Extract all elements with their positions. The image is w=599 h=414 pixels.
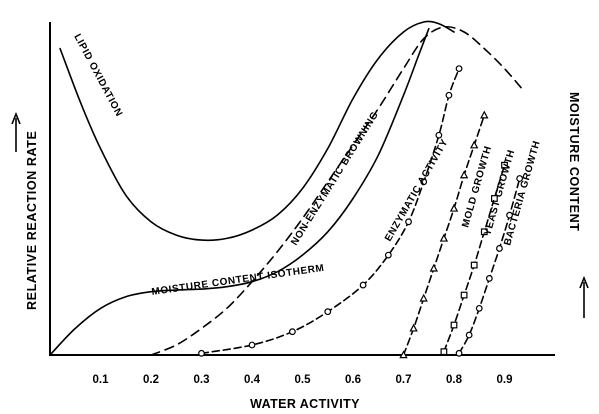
marker-yeast-growth (480, 228, 488, 236)
series-label-non-enzymatic-browning: NON-ENZYMATIC BROWNING (289, 110, 381, 248)
marker-yeast-growth (491, 195, 498, 202)
marker-enzymatic-activity (248, 341, 256, 349)
marker-enzymatic-activity (289, 328, 296, 336)
marker-yeast-growth (450, 321, 458, 329)
marker-mold-growth (470, 140, 479, 149)
marker-bacteria-growth (516, 175, 524, 182)
marker-mold-growth (459, 170, 469, 179)
marker-yeast-growth (501, 161, 508, 169)
y-axis-title-right: MOISTURE CONTENT (567, 92, 581, 231)
marker-enzymatic-activity (445, 91, 453, 99)
marker-yeast-growth (440, 348, 448, 356)
y-axis-title-left: RELATIVE REACTION RATE (25, 131, 39, 310)
marker-mold-growth (439, 233, 449, 242)
curve-non-enzymatic-browning (150, 25, 526, 356)
marker-bacteria-growth (506, 211, 513, 219)
chart-markers (198, 65, 524, 359)
marker-enzymatic-activity (198, 349, 205, 357)
marker-bacteria-growth (465, 331, 473, 339)
marker-mold-growth (399, 350, 408, 359)
x-tick-label: 0.8 (446, 374, 463, 386)
right-up-arrow-icon (579, 275, 589, 318)
left-up-arrow-icon (11, 111, 21, 152)
marker-enzymatic-activity (420, 178, 428, 186)
marker-enzymatic-activity (324, 308, 332, 316)
marker-yeast-growth (460, 291, 468, 299)
x-tick-label: 0.5 (295, 374, 312, 386)
chart-curves (49, 20, 526, 356)
series-label-lipid-oxidation: LIPID OXIDATION (71, 32, 124, 119)
curve-enzymatic-activity (200, 67, 460, 355)
marker-mold-growth (419, 293, 428, 302)
x-tick-label: 0.2 (143, 374, 159, 386)
marker-bacteria-growth (475, 304, 483, 312)
marker-bacteria-growth (485, 275, 493, 282)
marker-bacteria-growth (455, 349, 463, 357)
marker-enzymatic-activity (359, 281, 367, 289)
series-label-moisture-isotherm: MOISTURE CONTENT ISOTHERM (151, 263, 325, 298)
marker-yeast-growth (470, 261, 478, 269)
marker-enzymatic-activity (455, 65, 463, 73)
marker-enzymatic-activity (405, 218, 412, 226)
marker-mold-growth (429, 263, 438, 272)
x-tick-label: 0.1 (93, 374, 110, 386)
curve-moisture-content-isotherm (49, 27, 430, 356)
x-tick-label: 0.6 (345, 374, 361, 386)
marker-enzymatic-activity (384, 251, 392, 259)
x-tick-labels: 0.1 0.2 0.3 0.4 0.5 0.6 0.7 0.8 0.9 (93, 374, 513, 386)
marker-mold-growth (449, 203, 459, 212)
curve-lipid-oxidation (59, 20, 455, 242)
marker-mold-growth (409, 323, 418, 332)
x-axis-title: WATER ACTIVITY (250, 397, 360, 411)
marker-enzymatic-activity (435, 131, 443, 139)
x-tick-label: 0.7 (396, 374, 412, 386)
x-tick-label: 0.9 (497, 374, 513, 386)
series-label-enzymatic-activity: ENZYMATIC ACTIVITY (383, 137, 451, 243)
x-tick-label: 0.4 (244, 374, 261, 386)
marker-mold-growth (480, 110, 489, 119)
x-tick-label: 0.3 (194, 374, 210, 386)
marker-bacteria-growth (496, 245, 503, 252)
